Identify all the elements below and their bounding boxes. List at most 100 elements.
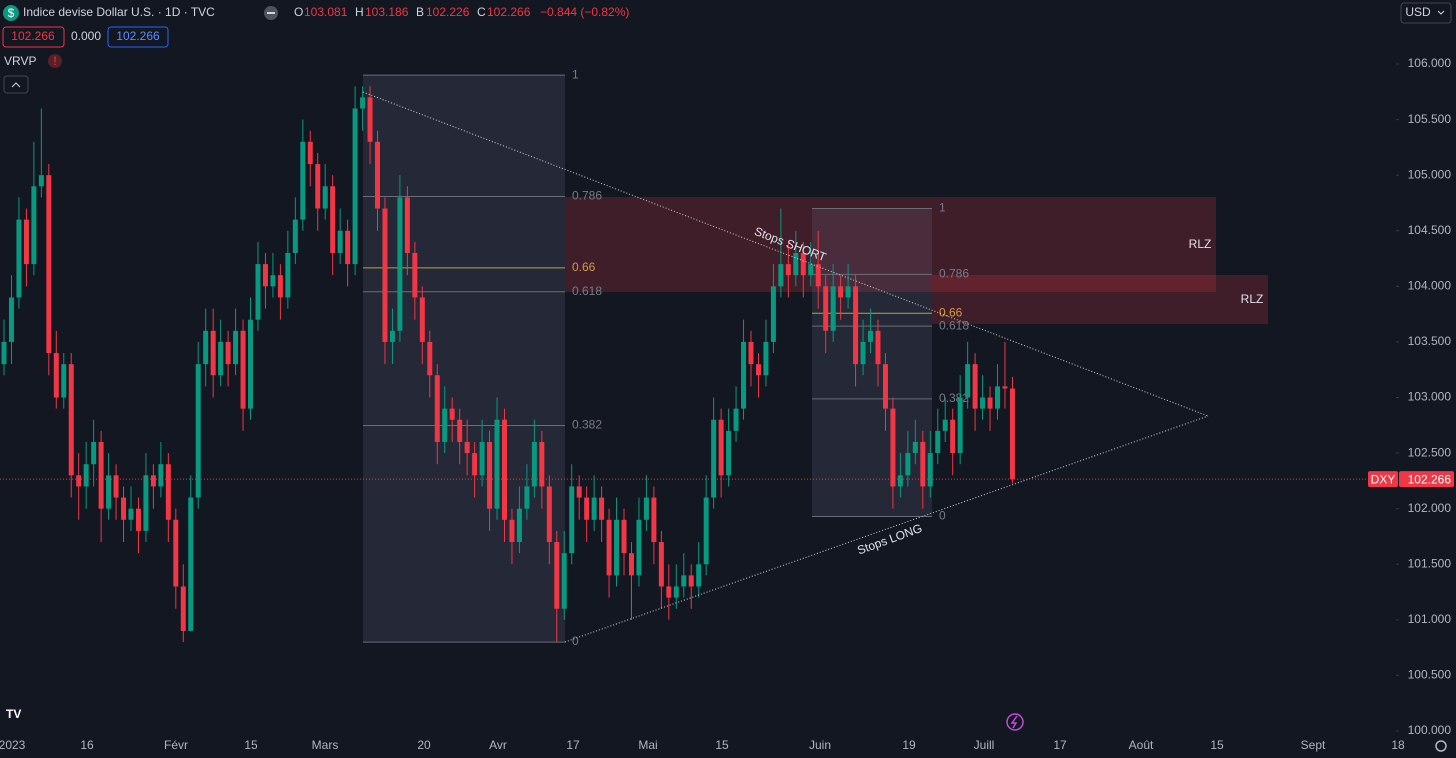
fib-label: 0.786: [939, 267, 969, 281]
candle-body: [61, 364, 67, 398]
candle-body: [38, 175, 44, 187]
candle-body: [643, 497, 649, 520]
hide-glyph: [267, 12, 275, 14]
symbol-tag: [1368, 471, 1398, 488]
fib-label: 0: [939, 509, 946, 523]
y-tick-label: 105.500: [1408, 112, 1452, 126]
candle-body: [823, 286, 829, 331]
candle-body: [636, 519, 642, 576]
x-tick-label: 17: [566, 738, 580, 752]
candle-body: [442, 408, 448, 442]
candle-body: [113, 475, 119, 498]
candle-body: [375, 141, 380, 209]
candle-body: [203, 330, 209, 365]
candle-body: [345, 230, 351, 265]
x-tick-label: Juill: [974, 738, 995, 752]
legend-key: H: [355, 5, 364, 19]
candle-body: [516, 508, 522, 543]
candle-body: [524, 486, 530, 509]
candle-body: [599, 497, 605, 520]
candle-body: [995, 386, 1001, 409]
x-tick-label: 19: [902, 738, 916, 752]
collapse-button[interactable]: [3, 75, 29, 94]
fib-label: 0.618: [939, 318, 969, 332]
candle-body: [890, 408, 896, 487]
candle-body: [576, 486, 582, 498]
candle-body: [91, 441, 97, 465]
candle-body: [173, 519, 179, 587]
candle-body: [868, 330, 874, 342]
candle-body: [53, 353, 59, 398]
ohlc-legend: O 103.081 H 103.186 B 102.226 C 102.266 −0.844 (…: [294, 5, 629, 19]
candle-body: [360, 97, 366, 109]
candle-body: [76, 475, 82, 487]
candle-body: [8, 297, 14, 342]
candle-body: [606, 519, 612, 576]
zone-label: RLZ: [1241, 292, 1264, 306]
candle-body: [711, 419, 717, 498]
candle-body: [830, 286, 836, 331]
buy-price: 102.266: [116, 29, 160, 43]
candle-body: [106, 475, 112, 509]
x-tick-label: 16: [80, 738, 94, 752]
candle-body: [464, 441, 470, 454]
candle-body: [352, 108, 358, 265]
symbol-icon: [3, 5, 19, 21]
y-tick-label: 103.000: [1408, 390, 1452, 404]
candle-body: [912, 441, 918, 454]
x-tick-label: Sept: [1301, 738, 1326, 752]
buy-box[interactable]: [107, 26, 169, 48]
fib-label: 1: [939, 201, 946, 215]
candle-body: [718, 419, 724, 476]
y-tick-label: 100.000: [1408, 723, 1452, 737]
candle-body: [770, 286, 776, 342]
trendline: [362, 91, 1209, 417]
candle-body: [987, 397, 993, 409]
replay-icon[interactable]: [1006, 713, 1024, 731]
candle-body: [1002, 386, 1008, 389]
candle-body: [427, 341, 433, 376]
collapse-glyph: [11, 82, 21, 88]
dropdown-glyph: [1437, 10, 1445, 15]
zone: [565, 197, 1216, 292]
candle-body: [412, 252, 418, 298]
y-tick-label: 105.000: [1408, 167, 1452, 181]
y-tick-label: 101.000: [1408, 612, 1452, 626]
y-tick-label: 104.500: [1408, 223, 1452, 237]
candle-body: [673, 586, 679, 598]
candle-body: [195, 364, 201, 498]
sell-box[interactable]: [2, 26, 65, 48]
candle-body: [31, 186, 37, 265]
candle-body: [165, 464, 171, 520]
candle-body: [748, 341, 754, 365]
y-tick-label: 103.500: [1408, 334, 1452, 348]
candle-body: [98, 441, 104, 509]
candle-body: [658, 542, 664, 587]
legend-key: O: [294, 5, 303, 19]
candle-body: [23, 219, 29, 265]
y-tick-label: 100.500: [1408, 668, 1452, 682]
candle-body: [457, 419, 463, 442]
candle-body: [210, 330, 216, 376]
settings-icon[interactable]: [1435, 740, 1447, 752]
candle-body: [741, 341, 747, 409]
currency-box[interactable]: [1400, 2, 1452, 24]
candle-body: [46, 175, 52, 354]
fib-label: 0.66: [572, 260, 596, 274]
candle-body: [666, 586, 672, 598]
candle-body: [882, 364, 888, 409]
x-tick-label: 18: [1391, 738, 1405, 752]
candle-body: [233, 330, 239, 365]
candle-body: [382, 208, 388, 342]
candle-body: [143, 475, 149, 531]
fib-box: [812, 208, 932, 517]
candle-body: [285, 252, 291, 298]
y-tick-label: 102.000: [1408, 501, 1452, 515]
candle-body: [628, 553, 634, 576]
candle-body: [584, 497, 590, 520]
candles: [1, 86, 1015, 643]
candle-body: [681, 575, 687, 587]
fib-label: 0.618: [572, 284, 602, 298]
